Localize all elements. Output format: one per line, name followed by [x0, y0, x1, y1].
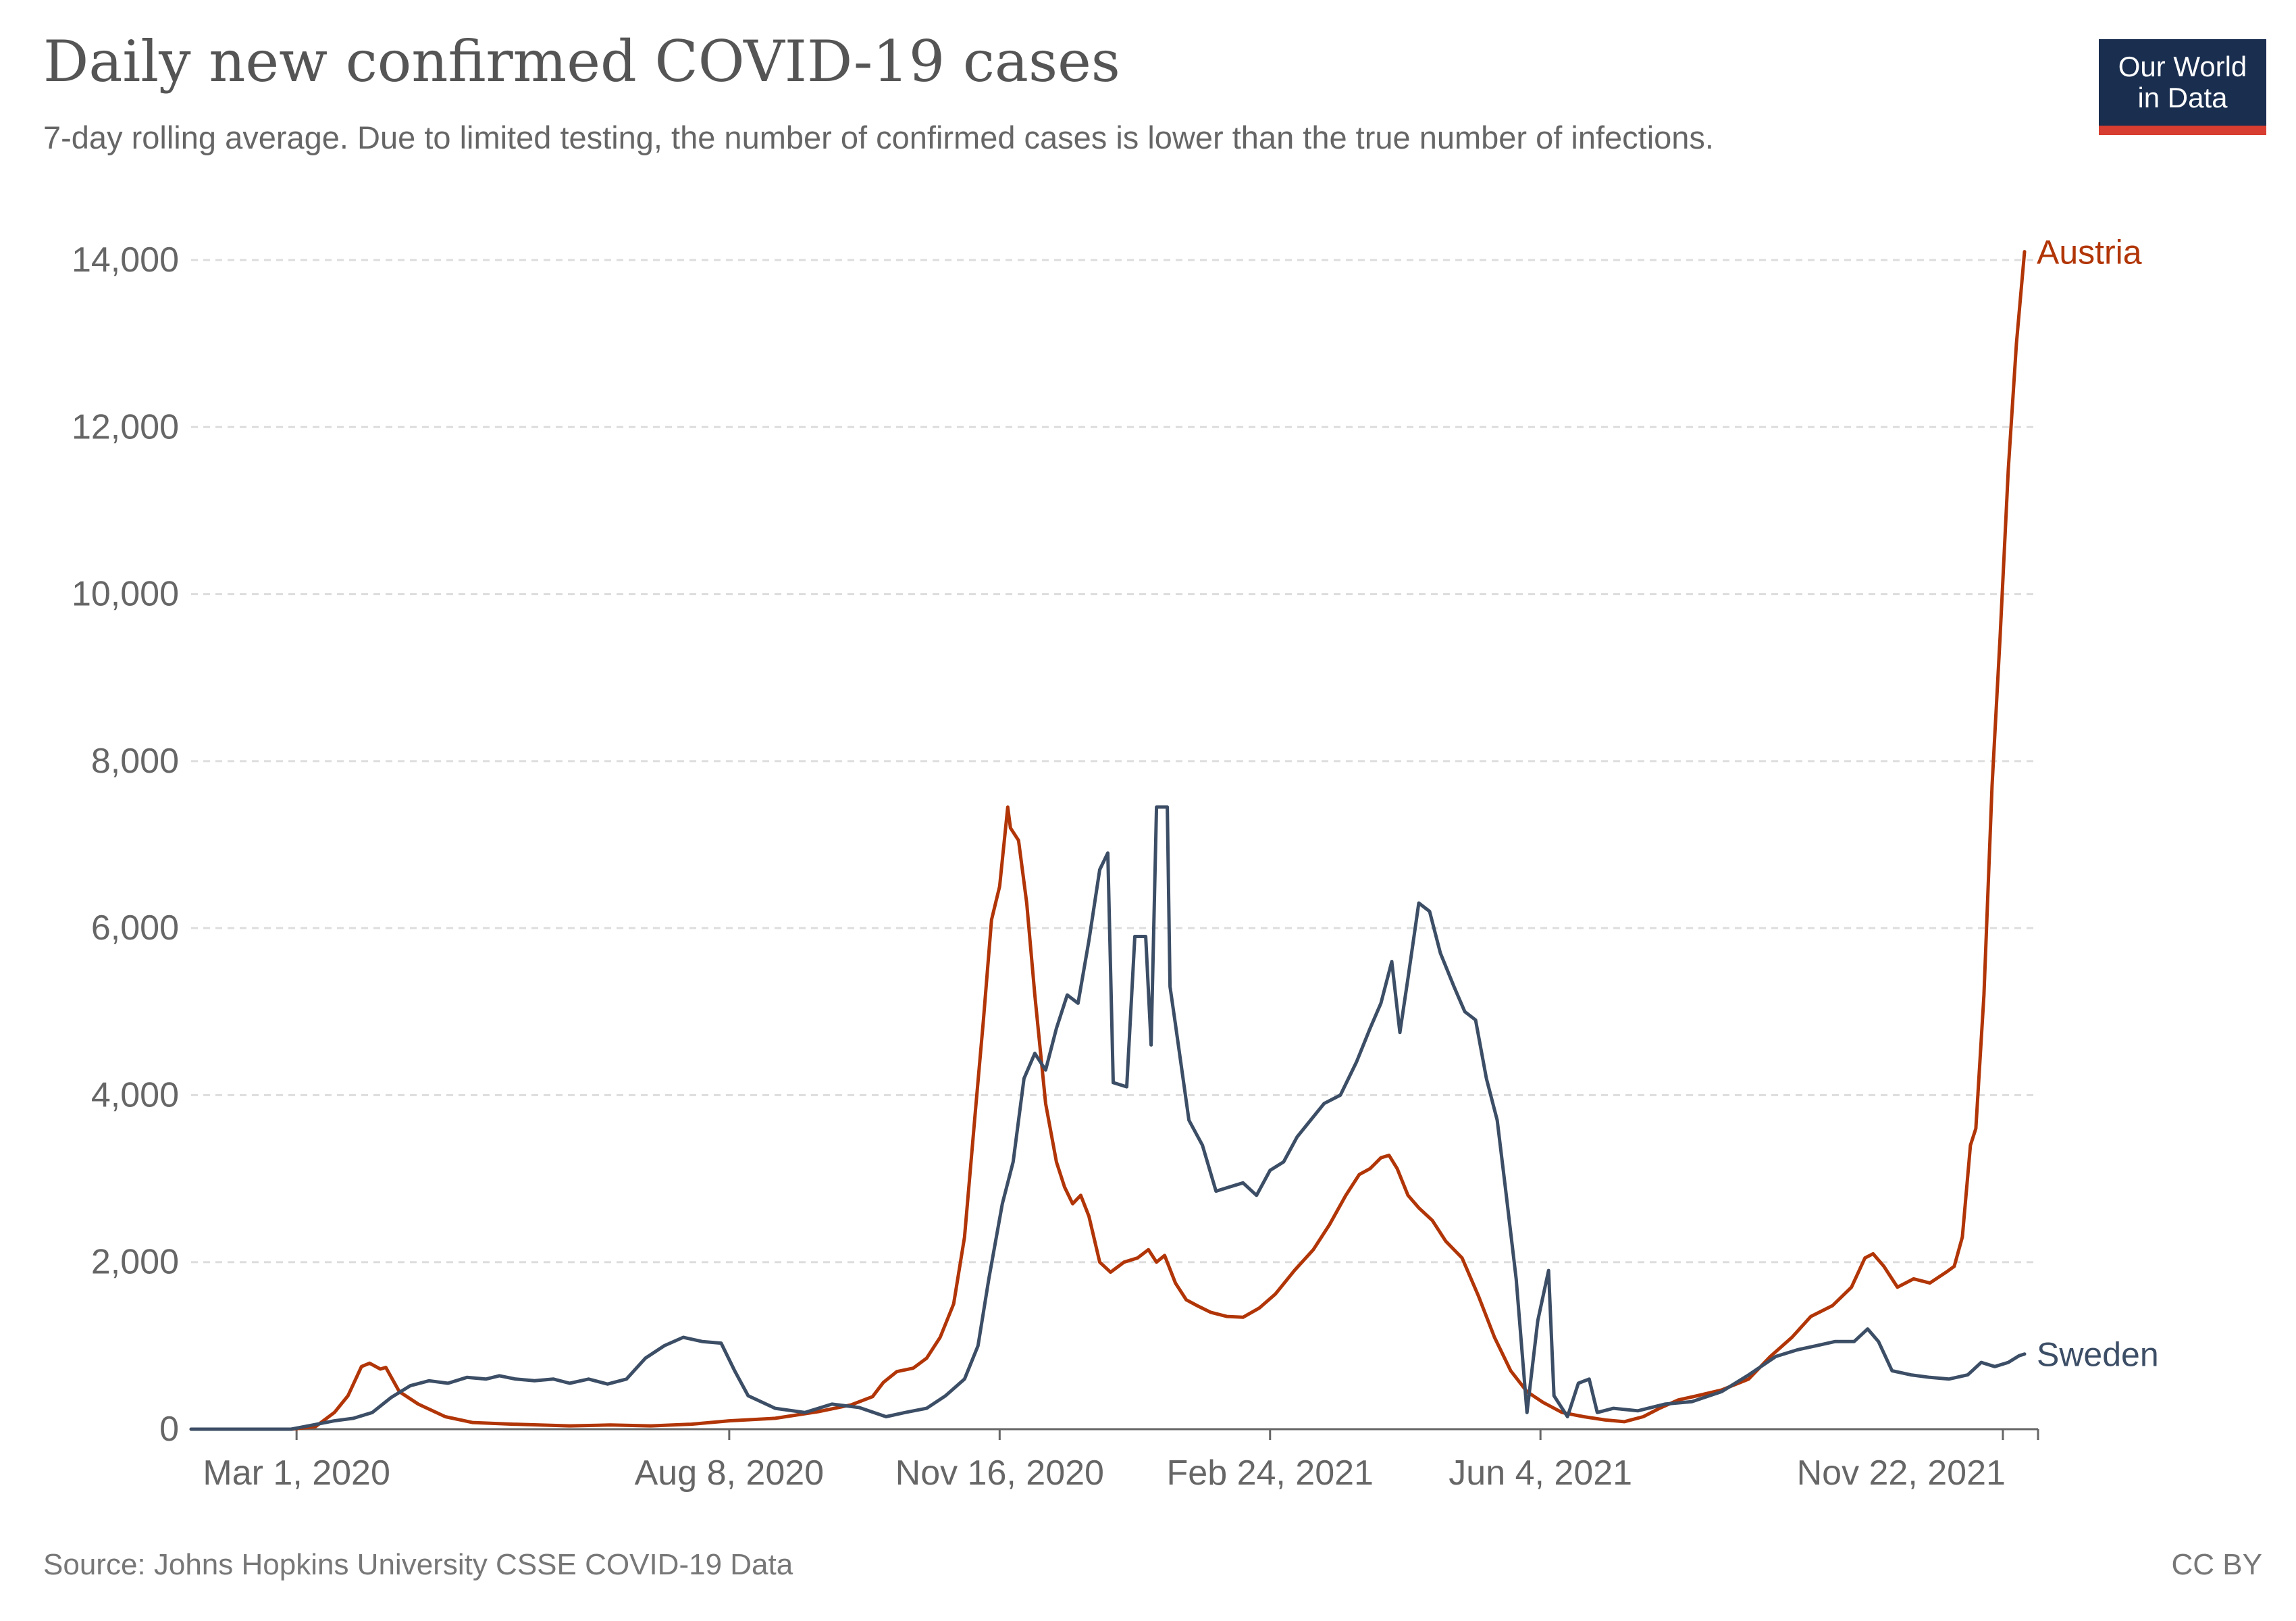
x-tick-label: Mar 1, 2020 — [203, 1453, 390, 1493]
x-tick-label: Jun 4, 2021 — [1449, 1453, 1632, 1493]
x-tick-label: Feb 24, 2021 — [1167, 1453, 1374, 1493]
chart-subtitle: 7-day rolling average. Due to limited te… — [43, 120, 1714, 155]
x-axis: Mar 1, 2020 Aug 8, 2020 Nov 16, 2020 Feb 24… — [191, 1428, 2039, 1493]
series-line-austria — [189, 250, 2027, 1431]
license-link[interactable]: CC BY — [2171, 1548, 2262, 1581]
series-line-sweden — [189, 805, 2027, 1431]
series-label-austria: Austria — [2037, 234, 2142, 272]
y-tick-label: 14,000 — [72, 240, 179, 280]
y-tick-label: 10,000 — [72, 575, 179, 614]
logo-line-2: in Data — [2137, 82, 2228, 113]
series-lines — [189, 250, 2027, 1431]
gridlines — [191, 259, 2038, 1264]
y-tick-label: 12,000 — [72, 407, 179, 446]
y-tick-label: 0 — [159, 1410, 179, 1449]
source-note[interactable]: Source: Johns Hopkins University CSSE CO… — [43, 1548, 793, 1581]
x-tick-label: Nov 16, 2020 — [895, 1453, 1104, 1493]
series-labels: Austria Sweden — [2037, 234, 2159, 1374]
y-tick-label: 8,000 — [91, 742, 179, 781]
y-tick-label: 2,000 — [91, 1243, 179, 1282]
logo-line-1: Our World — [2118, 51, 2247, 82]
y-tick-label: 4,000 — [91, 1075, 179, 1114]
owid-logo[interactable]: Our World in Data — [2099, 39, 2266, 135]
chart-title: Daily new confirmed COVID-19 cases — [43, 28, 1120, 95]
x-tick-label: Nov 22, 2021 — [1797, 1453, 2006, 1493]
y-axis-ticks: 0 2,000 4,000 6,000 8,000 10,000 12,000 14,000 — [72, 240, 179, 1449]
y-tick-label: 6,000 — [91, 908, 179, 948]
series-label-sweden: Sweden — [2037, 1336, 2159, 1374]
x-tick-label: Aug 8, 2020 — [635, 1453, 824, 1493]
